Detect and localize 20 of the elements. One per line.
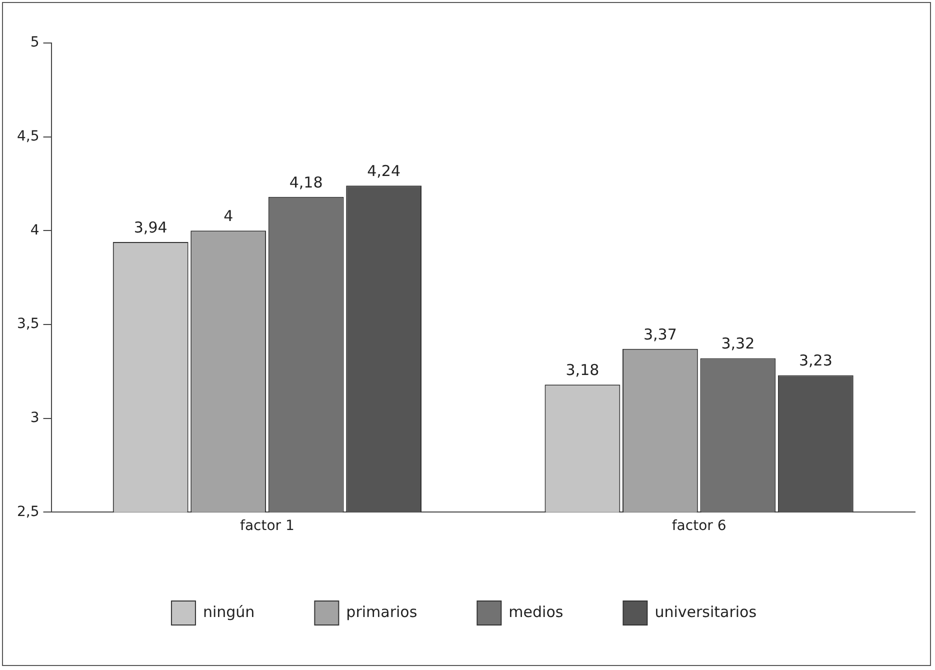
y-tick-label: 3: [30, 410, 40, 426]
y-tick-label: 4: [30, 222, 40, 238]
x-tick-label: factor 6: [672, 518, 726, 534]
data-label: 4,18: [289, 173, 323, 192]
x-tick-label: factor 1: [240, 518, 294, 534]
data-label: 3,32: [721, 334, 755, 353]
y-tick-label: 2,5: [17, 504, 40, 520]
data-label: 3,37: [643, 325, 677, 344]
y-tick-label: 5: [30, 34, 40, 51]
data-label: 3,23: [798, 352, 832, 370]
data-label: 4: [224, 207, 234, 226]
data-label: 4,24: [367, 162, 401, 180]
y-tick-label: 4,5: [17, 128, 40, 144]
legend-label: ningún: [202, 602, 255, 621]
data-label: 3,18: [566, 360, 600, 379]
legend-label: medios: [508, 602, 564, 621]
y-tick-label: 3,5: [17, 316, 40, 332]
legend-label: primarios: [346, 602, 418, 621]
legend-label: universitarios: [654, 602, 757, 621]
data-label: 3,94: [134, 218, 168, 236]
